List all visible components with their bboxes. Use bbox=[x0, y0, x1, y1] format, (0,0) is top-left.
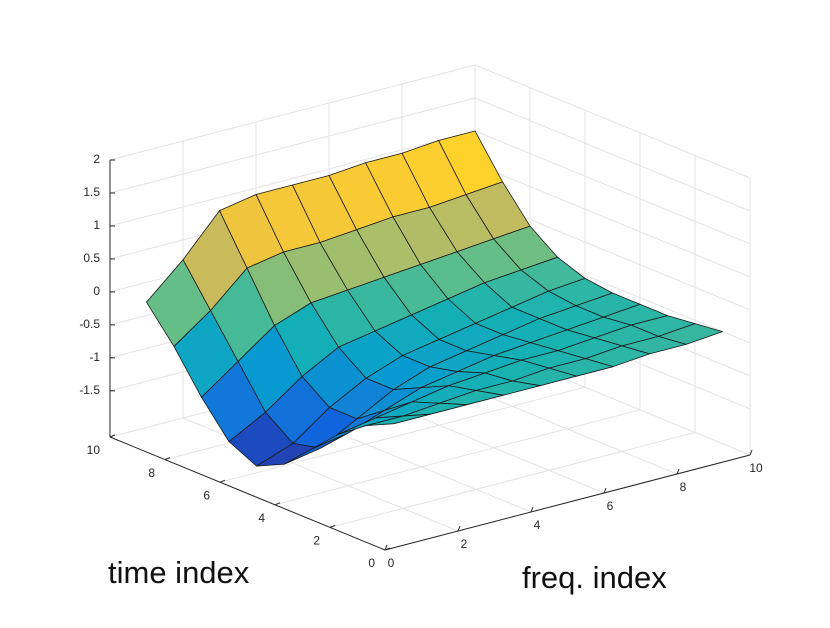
grid-line bbox=[219, 386, 586, 483]
grid-line bbox=[329, 431, 696, 528]
z-tick-label: 1.5 bbox=[83, 185, 100, 199]
axis-line bbox=[109, 436, 386, 551]
x-tick-label: 10 bbox=[749, 461, 763, 475]
y-tick bbox=[109, 434, 116, 438]
z-tick-label: -1.5 bbox=[79, 383, 100, 397]
x-tick-label: 8 bbox=[680, 480, 687, 494]
y-tick bbox=[329, 524, 336, 528]
x-tick-label: 4 bbox=[534, 518, 541, 532]
y-tick bbox=[274, 502, 281, 506]
x-tick-label: 6 bbox=[607, 499, 614, 513]
z-tick-label: 2 bbox=[93, 152, 100, 166]
grid-line bbox=[474, 130, 751, 245]
grid-line bbox=[474, 163, 751, 278]
axes: 0 2 4 6 8 10 0 2 4 6 8 10 -1.5 -1 -0.5 0 0.5 1 1.5 2 bbox=[79, 152, 763, 570]
x-tick bbox=[457, 525, 461, 532]
z-tick-label: -1 bbox=[89, 350, 100, 364]
y-tick bbox=[384, 547, 391, 551]
x-tick bbox=[676, 468, 680, 475]
y-tick-label: 0 bbox=[368, 556, 375, 570]
grid-line bbox=[274, 409, 641, 506]
grid-line bbox=[474, 64, 751, 179]
grid-line bbox=[109, 64, 476, 161]
z-tick-label: 1 bbox=[93, 218, 100, 232]
y-tick-label: 4 bbox=[258, 511, 265, 525]
surface-cell bbox=[366, 413, 431, 426]
y-tick bbox=[164, 457, 171, 461]
y-tick-label: 6 bbox=[203, 488, 210, 502]
grid-line bbox=[474, 97, 751, 212]
grid-line bbox=[109, 97, 476, 194]
y-tick-label: 10 bbox=[87, 443, 101, 457]
surface bbox=[146, 130, 723, 467]
x-tick bbox=[749, 449, 753, 456]
x-tick bbox=[603, 487, 607, 494]
y-tick-label: 8 bbox=[148, 466, 155, 480]
x-tick bbox=[530, 506, 534, 513]
x-tick bbox=[384, 544, 388, 551]
x-tick-label: 2 bbox=[461, 537, 468, 551]
axis-line bbox=[384, 454, 751, 551]
x-axis-label: freq. index bbox=[522, 560, 667, 595]
z-tick-label: 0 bbox=[93, 284, 100, 298]
grid-line bbox=[109, 130, 476, 227]
y-tick bbox=[219, 479, 226, 483]
y-axis-label: time index bbox=[108, 555, 250, 590]
x-tick-label: 0 bbox=[388, 556, 395, 570]
z-tick-label: 0.5 bbox=[83, 251, 100, 265]
z-tick-label: -0.5 bbox=[79, 317, 100, 331]
y-tick-label: 2 bbox=[313, 534, 320, 548]
